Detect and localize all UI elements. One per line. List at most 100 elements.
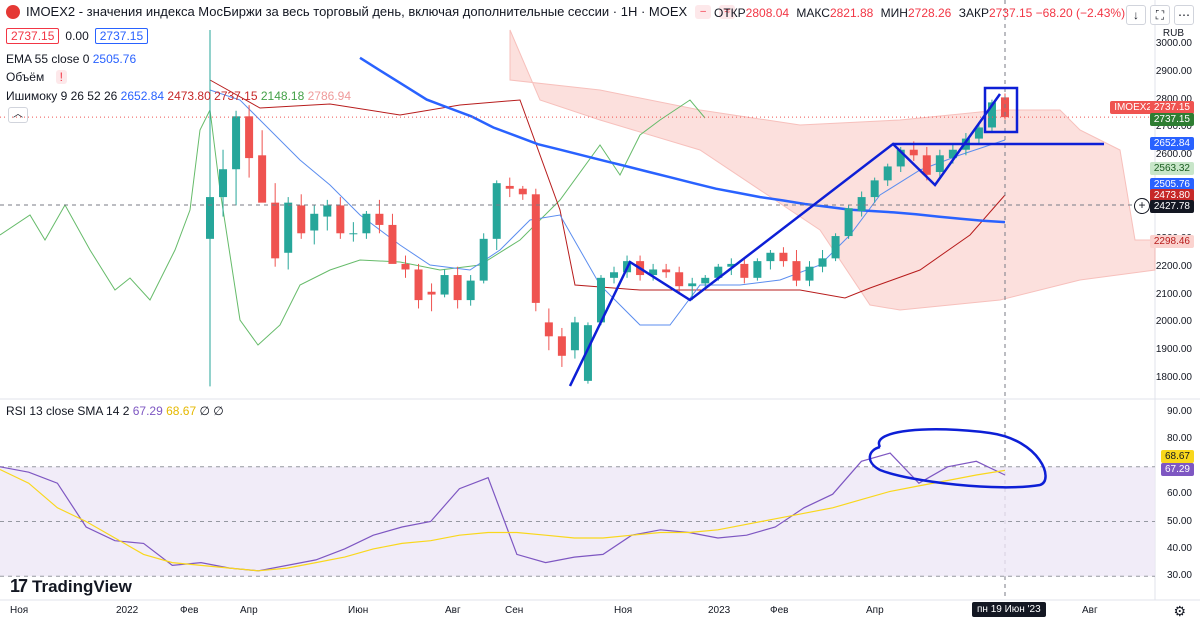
highlight-box bbox=[983, 86, 1019, 134]
candle-body bbox=[414, 269, 423, 301]
volume-label: Объём bbox=[6, 70, 45, 84]
candle-body bbox=[219, 169, 228, 198]
candle-body bbox=[922, 155, 931, 175]
candle-body bbox=[974, 127, 983, 139]
ema-line bbox=[359, 56, 1006, 224]
candle-body bbox=[818, 258, 827, 267]
price-tick: 2000.00 bbox=[1155, 316, 1192, 328]
settings-icon[interactable]: ⚙ bbox=[1173, 603, 1186, 619]
time-tick: 2022 bbox=[116, 605, 139, 616]
rsi-tick: 50.00 bbox=[1166, 515, 1192, 527]
rsi-label: RSI 13 close SMA 14 2 bbox=[6, 404, 130, 418]
candle-body bbox=[505, 185, 514, 189]
candle-body bbox=[206, 197, 214, 239]
candle-body bbox=[570, 322, 579, 351]
candle-body bbox=[258, 155, 267, 203]
price-tick: 2200.00 bbox=[1155, 260, 1192, 272]
time-tick: Ноя bbox=[614, 605, 633, 616]
collapse-icon[interactable]: ︿ bbox=[8, 107, 28, 123]
ichimoku-v4: 2148.18 bbox=[260, 89, 305, 103]
candle-body bbox=[753, 261, 762, 278]
currency-label[interactable]: RUB bbox=[1162, 28, 1184, 39]
ichimoku-v2: 2473.80 bbox=[167, 89, 211, 103]
spanb-badge: 2298.46 bbox=[1149, 235, 1194, 248]
minus-button[interactable]: – bbox=[695, 4, 712, 19]
candle-body bbox=[596, 277, 605, 323]
ohlc-close-label: ЗАКР bbox=[958, 6, 989, 20]
candle-body bbox=[245, 116, 254, 159]
ohlc-high-value: 2821.88 bbox=[829, 6, 874, 20]
candle-body bbox=[479, 238, 488, 281]
price-tick: 2100.00 bbox=[1155, 288, 1192, 300]
ohlc-open-label: ОТКР bbox=[714, 6, 746, 20]
ohlc-low-value: 2728.26 bbox=[907, 6, 952, 20]
ema-legend[interactable]: EMA 55 close 0 2505.76 bbox=[6, 52, 136, 66]
sell-button[interactable]: 2737.15 bbox=[6, 28, 60, 44]
rsi-v4: ∅ bbox=[213, 404, 224, 418]
fullscreen-icon[interactable]: ⛶ bbox=[1150, 5, 1170, 25]
candle-body bbox=[766, 252, 775, 262]
time-tick: Апр bbox=[866, 605, 884, 616]
candle-body bbox=[453, 275, 462, 301]
rsi-tick: 90.00 bbox=[1166, 406, 1192, 417]
moex-logo-icon bbox=[6, 4, 20, 19]
price-tick: 3000.00 bbox=[1155, 37, 1192, 49]
price-tick: 1900.00 bbox=[1155, 344, 1192, 356]
candle-body bbox=[805, 266, 814, 281]
ichimoku-v3: 2737.15 bbox=[214, 89, 258, 103]
ichimoku-legend[interactable]: Ишимоку 9 26 52 26 2652.84 2473.80 2737.… bbox=[6, 89, 351, 103]
add-icon[interactable]: + bbox=[1134, 198, 1150, 214]
rsi-tick: 40.00 bbox=[1166, 542, 1192, 554]
candle-body bbox=[427, 291, 436, 295]
candle-body bbox=[271, 202, 280, 259]
ema-value: 2505.76 bbox=[92, 52, 137, 66]
candle-body bbox=[466, 280, 475, 301]
candle-body bbox=[740, 263, 749, 278]
rsi-v2: 68.67 bbox=[166, 404, 197, 418]
candle-body bbox=[388, 224, 397, 264]
rsi-badge: 67.29 bbox=[1160, 463, 1194, 476]
volume-legend[interactable]: Объём ! bbox=[6, 70, 67, 84]
rsi-tick: 80.00 bbox=[1166, 433, 1192, 445]
arrow-down-icon[interactable]: ↓ bbox=[1126, 5, 1146, 25]
time-tick: Фев bbox=[770, 605, 789, 616]
candle-body bbox=[857, 197, 866, 211]
ema-badge: 2505.76 bbox=[1149, 178, 1194, 191]
price-tick: 2800.00 bbox=[1155, 93, 1192, 105]
time-tick: Апр bbox=[240, 605, 258, 616]
candle-body bbox=[844, 208, 853, 237]
top-toolbar: ↓ ⛶ ⋯ bbox=[1126, 5, 1194, 25]
candle-body bbox=[662, 269, 671, 273]
time-tick: Авг bbox=[1082, 605, 1098, 616]
brand-text: TradingView bbox=[32, 576, 132, 596]
time-tick: Ноя bbox=[10, 605, 29, 616]
rsi-sma-badge: 68.67 bbox=[1160, 450, 1194, 463]
rsi-legend[interactable]: RSI 13 close SMA 14 2 67.29 68.67 ∅ ∅ bbox=[6, 404, 224, 418]
buy-button[interactable]: 2737.15 bbox=[94, 28, 149, 44]
rsi-v1: 67.29 bbox=[132, 404, 163, 418]
candle-body bbox=[232, 116, 241, 170]
time-tick: Июн bbox=[348, 605, 369, 616]
candle-body bbox=[323, 205, 332, 217]
time-tick: Фев bbox=[180, 605, 199, 616]
ichimoku-label: Ишимоку 9 26 52 26 bbox=[6, 89, 118, 103]
spread-value: 0.00 bbox=[65, 29, 89, 43]
candle-body bbox=[727, 263, 736, 267]
cursor-badge: 2427.78 bbox=[1149, 200, 1194, 213]
tradingview-logo[interactable]: 17 TradingView bbox=[10, 576, 132, 597]
chikou-line bbox=[0, 99, 706, 346]
candle-body bbox=[284, 202, 293, 253]
candle-body bbox=[792, 261, 801, 281]
time-tick: Сен bbox=[505, 605, 524, 616]
candle-body bbox=[349, 233, 358, 235]
rsi-circle-drawing bbox=[868, 428, 1047, 489]
candle-body bbox=[831, 236, 840, 259]
candle-body bbox=[518, 188, 527, 195]
more-icon[interactable]: ⋯ bbox=[1174, 5, 1194, 25]
chikou-badge: 2563.32 bbox=[1149, 162, 1194, 175]
candle-body bbox=[375, 213, 384, 225]
compare-button[interactable]: ≈ bbox=[719, 4, 736, 19]
trend-drawing bbox=[568, 93, 1002, 387]
warning-icon: ! bbox=[55, 70, 67, 84]
